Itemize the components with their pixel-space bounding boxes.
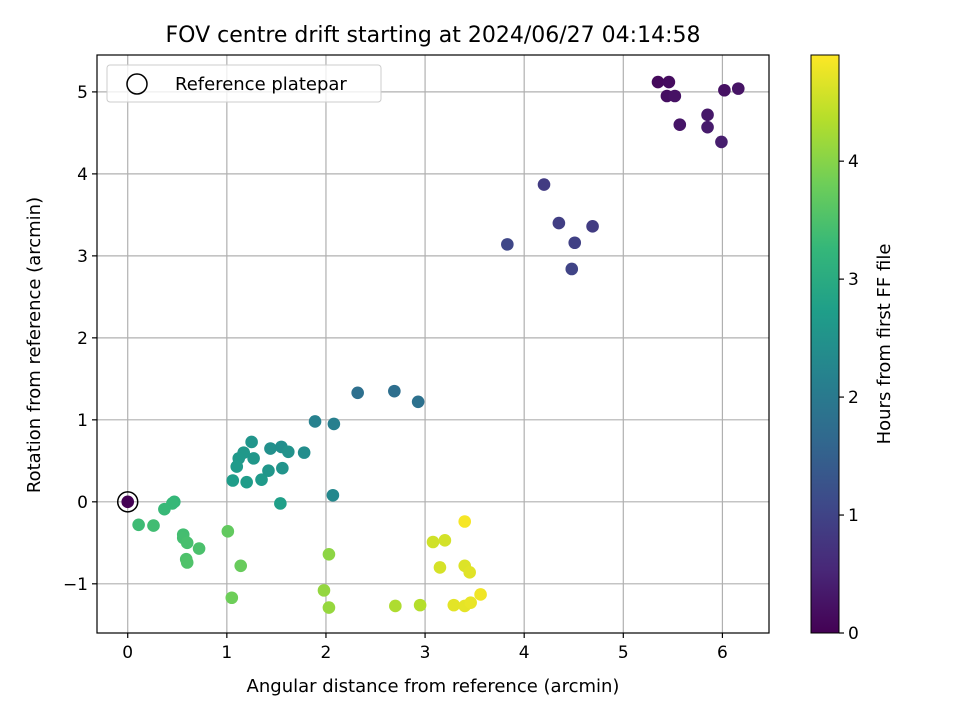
- colorbar-tick-label: 0: [848, 624, 859, 644]
- y-axis: −1 0 1 2 3 4 5: [63, 83, 97, 595]
- data-point: [158, 502, 171, 516]
- colorbar-tick-label: 3: [848, 270, 859, 290]
- data-point: [264, 442, 277, 455]
- y-axis-label: Rotation from reference (arcmin): [24, 197, 45, 493]
- data-point: [326, 488, 340, 502]
- data-point: [322, 547, 336, 561]
- data-point: [247, 452, 260, 465]
- data-point: [537, 178, 551, 191]
- data-point: [276, 461, 289, 475]
- data-point: [458, 515, 472, 528]
- x-tick-label: 1: [221, 643, 232, 663]
- x-tick-label: 4: [519, 643, 530, 663]
- data-point: [701, 120, 714, 134]
- data-point: [388, 384, 401, 398]
- data-point: [411, 395, 425, 409]
- data-point: [731, 82, 745, 95]
- data-point: [552, 216, 566, 230]
- data-point: [464, 596, 477, 609]
- data-point: [474, 588, 487, 601]
- data-point: [673, 118, 687, 131]
- grid: [97, 55, 769, 633]
- colorbar-label: Hours from first FF file: [874, 244, 895, 445]
- chart-title: FOV centre drift starting at 2024/06/27 …: [166, 23, 701, 48]
- colorbar-tick-label: 4: [848, 152, 859, 172]
- x-tick-label: 5: [618, 643, 629, 663]
- data-point: [317, 584, 331, 597]
- y-tick-label: 4: [77, 165, 88, 185]
- data-point: [447, 598, 461, 612]
- data-point: [147, 519, 160, 532]
- x-tick-label: 0: [122, 643, 133, 663]
- data-point: [701, 108, 714, 122]
- legend-box: [106, 64, 382, 103]
- legend-marker-icon: [126, 73, 148, 95]
- data-point: [132, 518, 145, 532]
- data-point: [586, 220, 599, 233]
- legend: Reference platepar: [106, 64, 382, 103]
- data-point: [262, 464, 275, 477]
- colorbar-ticks: 0 1 2 3 4: [839, 152, 859, 644]
- data-point: [565, 262, 579, 276]
- reference-marker: [116, 491, 139, 513]
- x-axis: 0 1 2 3 4 5 6: [122, 633, 728, 663]
- data-point: [226, 474, 240, 487]
- reference-ring: [116, 491, 139, 513]
- data-point: [180, 556, 194, 569]
- x-axis-label: Angular distance from reference (arcmin): [247, 676, 620, 697]
- plot-frame: [96, 54, 770, 634]
- data-point: [308, 415, 322, 428]
- data-point: [281, 445, 295, 459]
- data-point: [715, 135, 728, 149]
- y-tick-label: −1: [63, 575, 88, 595]
- data-point: [438, 534, 452, 547]
- y-tick-label: 1: [77, 411, 88, 431]
- data-point: [180, 536, 194, 550]
- data-point: [389, 599, 402, 613]
- colorbar: 0 1 2 3 4 Hours from first FF file: [810, 54, 895, 644]
- data-point: [230, 460, 244, 473]
- x-tick-label: 2: [321, 643, 332, 663]
- colorbar-tick-label: 2: [848, 388, 859, 408]
- data-point: [568, 236, 582, 250]
- reference-point: [121, 495, 135, 509]
- data-point: [433, 561, 447, 574]
- data-point: [668, 89, 682, 103]
- data-point: [245, 435, 258, 449]
- data-point: [662, 75, 676, 89]
- data-point: [297, 446, 311, 459]
- data-point: [426, 535, 440, 549]
- data-point: [501, 238, 514, 251]
- data-point: [234, 559, 248, 573]
- colorbar-tick-label: 1: [848, 506, 859, 526]
- data-point: [274, 497, 287, 510]
- data-point: [413, 598, 427, 612]
- data-point: [463, 566, 476, 579]
- y-tick-label: 0: [77, 493, 88, 513]
- legend-entry: Reference platepar: [175, 74, 347, 95]
- data-point: [327, 417, 341, 431]
- x-tick-label: 6: [717, 643, 728, 663]
- data-point: [225, 591, 239, 605]
- data-point: [322, 601, 336, 614]
- data-point: [651, 75, 665, 89]
- data-point: [351, 386, 364, 400]
- y-tick-label: 2: [77, 329, 88, 349]
- y-tick-label: 3: [77, 247, 88, 267]
- data-point: [240, 475, 253, 489]
- data-point: [718, 83, 731, 97]
- x-tick-label: 3: [420, 643, 431, 663]
- data-points: [132, 75, 745, 614]
- data-point: [255, 473, 268, 486]
- data-point: [192, 542, 206, 555]
- y-tick-label: 5: [77, 83, 88, 103]
- data-point: [221, 525, 235, 538]
- colorbar-gradient: [810, 54, 840, 634]
